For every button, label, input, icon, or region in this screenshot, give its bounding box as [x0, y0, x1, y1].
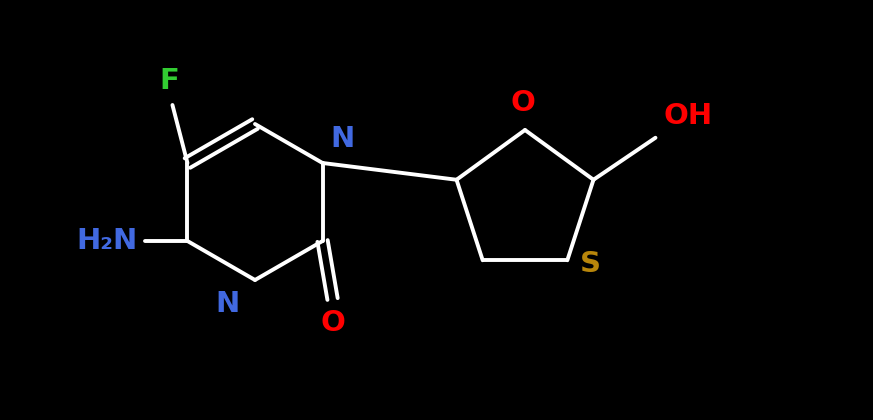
- Text: O: O: [320, 309, 345, 337]
- Text: N: N: [216, 290, 240, 318]
- Text: OH: OH: [663, 102, 712, 130]
- Text: F: F: [160, 67, 179, 95]
- Text: N: N: [331, 125, 354, 153]
- Text: S: S: [581, 250, 601, 278]
- Text: O: O: [511, 89, 535, 117]
- Text: H₂N: H₂N: [76, 227, 137, 255]
